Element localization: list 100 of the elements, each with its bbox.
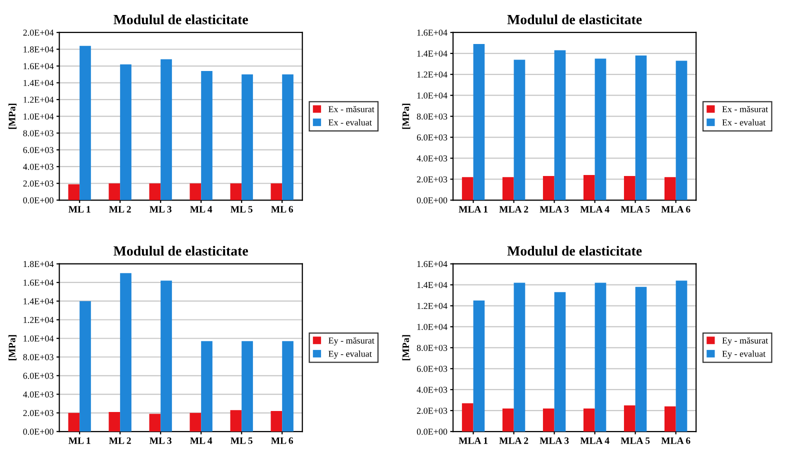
x-tick-label: ML 6 — [271, 437, 294, 444]
y-tick-label: 8.0E+03 — [23, 130, 54, 136]
y-tick-label: 1.4E+04 — [24, 298, 54, 304]
x-tick-label: MLA 2 — [499, 437, 528, 444]
x-tick-label: ML 4 — [190, 437, 212, 444]
y-tick-label: 6.0E+03 — [23, 146, 54, 154]
bar — [149, 183, 161, 200]
x-tick-label: ML 2 — [109, 206, 131, 212]
x-tick-label: ML 4 — [190, 206, 212, 212]
bar — [594, 282, 606, 432]
bar — [502, 408, 514, 432]
y-tick-label: 8.0E+03 — [23, 354, 54, 360]
y-tick-label: 8.0E+03 — [416, 344, 448, 351]
x-tick-label: ML 1 — [68, 206, 90, 212]
y-tick-label: 6.0E+03 — [23, 372, 54, 379]
x-tick-label: MLA 3 — [540, 206, 569, 213]
bar — [201, 341, 212, 432]
bar — [68, 412, 80, 432]
bar — [68, 184, 80, 200]
x-tick-label: ML 5 — [230, 437, 252, 444]
y-tick-label: 4.0E+03 — [416, 155, 448, 162]
bar — [120, 273, 132, 432]
y-tick-label: 0.0E+00 — [23, 428, 54, 435]
bar — [242, 74, 253, 200]
bar — [624, 176, 636, 200]
chart-title: Modulul de elasticitate — [114, 246, 248, 256]
y-tick-label: 1.4E+04 — [417, 50, 448, 57]
y-tick-label: 1.0E+04 — [417, 324, 448, 330]
legend-label: Ex - evaluat — [722, 119, 766, 126]
y-tick-label: 1.8E+04 — [24, 260, 54, 268]
y-tick-label: 0.0E+00 — [23, 197, 54, 204]
bar — [542, 408, 554, 432]
legend-label: Ex - măsurat — [328, 106, 374, 112]
bar — [201, 71, 212, 200]
legend-label: Ex - măsurat — [722, 106, 768, 112]
y-axis-title: [MPa] — [8, 335, 17, 360]
legend-label: Ey - măsurat — [722, 337, 768, 346]
x-tick-label: MLA 3 — [540, 437, 569, 444]
y-tick-label: 6.0E+03 — [416, 366, 448, 372]
y-tick-label: 1.0E+04 — [24, 113, 54, 120]
bar — [594, 58, 606, 200]
bar — [554, 292, 566, 432]
bar — [270, 183, 282, 200]
bar — [120, 64, 132, 200]
bar — [462, 403, 474, 432]
chart-title: Modulul de elasticitate — [507, 14, 642, 24]
bar — [583, 408, 595, 432]
x-tick-label: MLA 6 — [661, 437, 690, 444]
x-tick-label: MLA 1 — [458, 437, 488, 444]
y-tick-label: 8.0E+03 — [416, 113, 448, 120]
bar — [80, 301, 91, 432]
y-tick-label: 1.6E+04 — [417, 260, 448, 268]
bar — [624, 405, 636, 432]
x-tick-label: ML 2 — [109, 437, 131, 444]
bar — [462, 177, 474, 200]
y-tick-label: 1.2E+04 — [417, 302, 448, 310]
x-tick-label: MLA 6 — [661, 206, 690, 213]
bar — [502, 177, 514, 200]
bar — [149, 414, 161, 432]
y-tick-label: 1.0E+04 — [24, 336, 54, 342]
y-axis-title: [MPa] — [402, 104, 410, 129]
bar — [514, 60, 526, 200]
x-tick-label: MLA 4 — [580, 206, 610, 212]
bar — [664, 177, 676, 200]
x-tick-label: MLA 2 — [499, 206, 528, 212]
bar — [190, 183, 202, 200]
bar — [676, 280, 688, 432]
bar — [108, 183, 120, 200]
y-tick-label: 1.4E+04 — [417, 282, 448, 288]
y-tick-label: 1.6E+04 — [24, 63, 54, 70]
y-tick-label: 0.0E+00 — [416, 428, 448, 435]
x-tick-label: MLA 5 — [620, 206, 650, 213]
y-tick-label: 1.2E+04 — [24, 96, 54, 103]
legend-label: Ey - măsurat — [328, 337, 374, 346]
y-tick-label: 1.8E+04 — [24, 46, 54, 53]
bar — [282, 341, 294, 432]
bar — [270, 411, 282, 432]
bar — [514, 282, 526, 432]
x-tick-label: ML 1 — [68, 437, 90, 444]
y-tick-label: 1.0E+04 — [417, 92, 448, 99]
y-tick-label: 2.0E+03 — [416, 408, 448, 414]
bar — [473, 44, 485, 200]
y-tick-label: 2.0E+03 — [23, 410, 54, 416]
bar — [160, 280, 172, 432]
bar — [160, 59, 172, 200]
x-tick-label: ML 3 — [150, 437, 172, 444]
y-tick-label: 2.0E+03 — [23, 180, 54, 187]
y-tick-label: 4.0E+03 — [416, 386, 448, 393]
y-tick-label: 2.0E+04 — [23, 30, 54, 36]
bar — [664, 406, 676, 432]
y-axis-title: [MPa] — [8, 104, 17, 129]
x-tick-label: ML 6 — [271, 206, 294, 213]
y-tick-label: 2.0E+03 — [416, 176, 448, 182]
bar — [230, 410, 242, 432]
legend-label: Ex - evaluat — [328, 119, 372, 126]
bar — [80, 46, 91, 200]
y-tick-label: 6.0E+03 — [416, 134, 448, 141]
x-tick-label: MLA 1 — [458, 206, 488, 212]
bar — [583, 174, 595, 200]
bar — [108, 412, 120, 432]
